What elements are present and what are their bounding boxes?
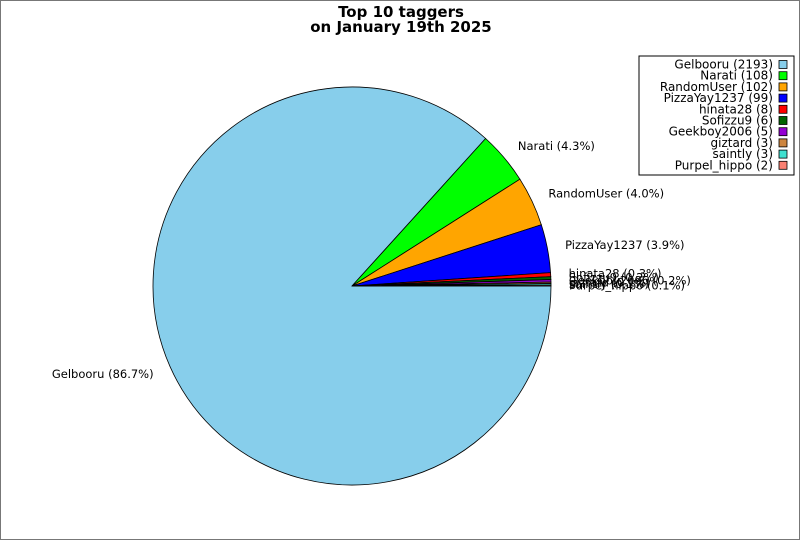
legend-swatch-hinata28 xyxy=(778,104,788,114)
legend-entry-pizzayay1237: PizzaYay1237 (99) xyxy=(664,91,773,105)
pie-slices xyxy=(152,86,552,486)
slice-label-hinata28: hinata28 (0.3%) xyxy=(569,267,662,281)
legend-entry-saintly: saintly (3) xyxy=(713,147,774,161)
legend-entry-sofizzu9: Sofizzu9 (6) xyxy=(702,114,773,128)
legend-entry-geekboy2006: Geekboy2006 (5) xyxy=(669,125,773,139)
slice-label-gelbooru: Gelbooru (86.7%) xyxy=(52,367,154,381)
slice-label-giztard: giztard (0.1%) xyxy=(569,276,651,290)
slice-labels: Gelbooru (86.7%) Narati (4.3%) RandomUser … xyxy=(52,139,691,381)
legend-swatch-purpel-hippo xyxy=(778,160,788,170)
slice-label-pizzayay1237: PizzaYay1237 (3.9%) xyxy=(565,238,684,252)
legend-swatch-randomuser xyxy=(778,82,788,92)
slice-label-purpel-hippo: Purpel_hippo (0.1%) xyxy=(569,279,685,293)
chart-title: Top 10 taggers xyxy=(338,3,464,21)
legend-box xyxy=(638,55,795,176)
legend-entry-gelbooru: Gelbooru (2193) xyxy=(674,58,773,72)
legend-swatch-pizzayay1237 xyxy=(778,93,788,103)
legend: Gelbooru (2193)Narati (108)RandomUser (1… xyxy=(638,55,795,176)
slice-label-randomuser: RandomUser (4.0%) xyxy=(548,187,664,201)
legend-swatch-saintly xyxy=(778,149,788,159)
chart-subtitle: on January 19th 2025 xyxy=(310,18,491,36)
legend-entry-narati: Narati (108) xyxy=(700,69,773,83)
legend-swatch-gelbooru xyxy=(778,60,788,69)
slice-label-saintly: saintly (0.1%) xyxy=(569,277,649,291)
legend-entry-randomuser: RandomUser (102) xyxy=(660,80,773,94)
legend-entry-giztard: giztard (3) xyxy=(711,136,773,150)
legend-entry-purpel-hippo: Purpel_hippo (2) xyxy=(675,158,773,172)
legend-entry-hinata28: hinata28 (8) xyxy=(699,102,773,116)
legend-swatch-geekboy2006 xyxy=(778,127,788,137)
legend-swatch-giztard xyxy=(778,138,788,148)
legend-swatch-sofizzu9 xyxy=(778,116,788,125)
slice-label-sofizzu9: Sofizzu9 (0.2%) xyxy=(569,270,659,284)
slice-label-geekboy2006: Geekboy2006 (0.2%) xyxy=(569,273,691,287)
legend-swatch-narati xyxy=(778,71,788,81)
slice-label-narati: Narati (4.3%) xyxy=(518,139,595,153)
pie-slice-purpel-hippo xyxy=(351,284,552,287)
